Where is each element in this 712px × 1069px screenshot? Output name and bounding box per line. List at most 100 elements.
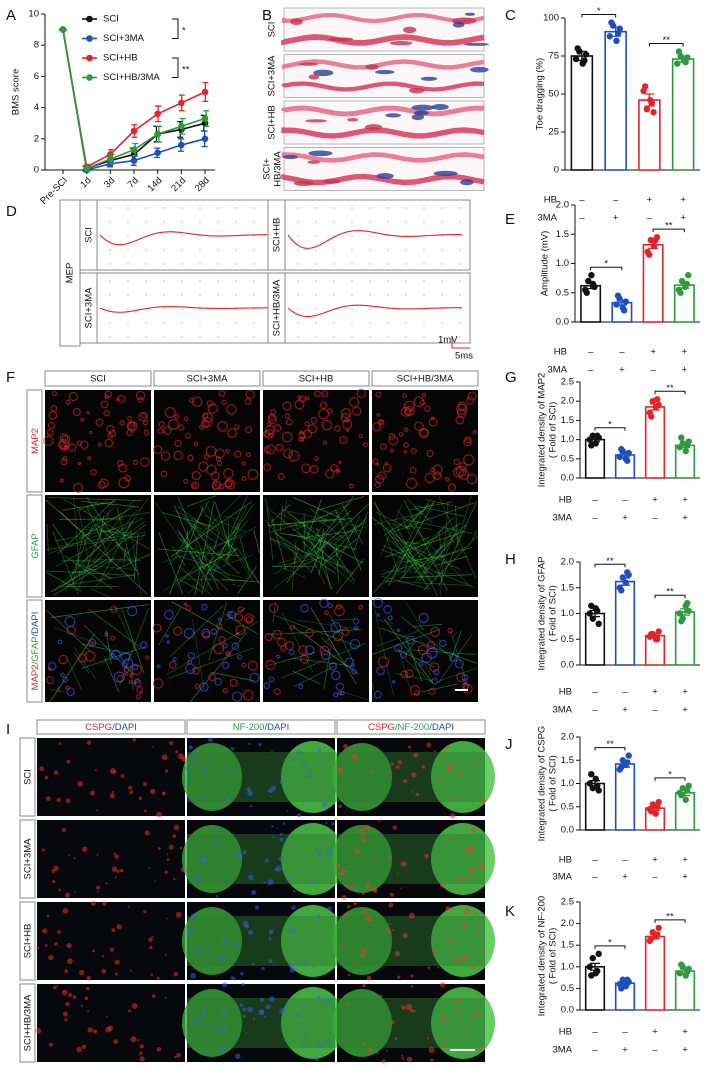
signal: [53, 865, 59, 871]
grid-dot: [163, 249, 165, 251]
footprint: [307, 160, 321, 164]
cell: [405, 477, 418, 489]
x-tick-label: 21d: [169, 175, 188, 194]
fiber: [192, 522, 221, 570]
y-axis-label: Integrated density of CSPG: [537, 726, 548, 842]
fiber: [308, 529, 361, 538]
fiber: [267, 518, 353, 526]
signal: [394, 951, 400, 957]
cell: [119, 420, 125, 426]
signal: [65, 798, 71, 803]
cell: [405, 635, 415, 645]
fiber: [383, 619, 433, 683]
grid-dot: [351, 235, 353, 237]
grid-dot: [333, 249, 335, 251]
signal: [438, 776, 442, 781]
fiber: [88, 609, 139, 647]
fiber: [372, 683, 375, 690]
signal: [116, 869, 120, 873]
grid-dot: [109, 207, 111, 209]
cell: [376, 613, 381, 617]
cell: [225, 448, 230, 454]
grid-dot: [369, 221, 371, 223]
signal: [347, 884, 354, 891]
tissue: [281, 823, 345, 895]
data-point: [614, 30, 622, 37]
fiber: [179, 538, 230, 577]
signal: [116, 923, 122, 930]
signal: [267, 879, 274, 886]
cell: [117, 460, 124, 467]
tissue: [182, 907, 242, 975]
cell: [142, 419, 149, 426]
signal: [45, 796, 51, 801]
fiber: [400, 574, 472, 579]
grid-dot: [315, 308, 317, 310]
grid-dot: [423, 207, 425, 209]
fiber: [190, 524, 218, 544]
cell: [396, 628, 401, 633]
signal: [245, 1032, 248, 1035]
grid-dot: [217, 263, 219, 265]
signal: [201, 1010, 207, 1017]
grid-dot: [405, 207, 407, 209]
cell: [349, 638, 361, 650]
fiber: [45, 534, 146, 551]
grid-dot: [109, 294, 111, 296]
fiber: [269, 629, 360, 635]
signal: [426, 1037, 430, 1040]
signal: [111, 790, 114, 794]
bar: [604, 30, 627, 171]
data-point: [154, 130, 161, 138]
condition-sign: +: [682, 1045, 688, 1056]
cell: [376, 413, 381, 417]
signal: [42, 928, 48, 934]
cell: [454, 659, 464, 669]
signal: [164, 996, 167, 999]
signal: [470, 1015, 475, 1020]
footprint-trail: [281, 13, 485, 24]
tissue: [431, 741, 495, 813]
error-bar: [585, 282, 596, 290]
fiber: [46, 570, 135, 576]
signal: [119, 868, 124, 873]
grid-dot: [369, 336, 371, 338]
fiber: [292, 503, 351, 532]
fiber: [273, 564, 304, 589]
cell: [173, 450, 184, 461]
grid-dot: [235, 221, 237, 223]
cell: [373, 597, 384, 609]
signal: [478, 1046, 483, 1051]
grid-dot: [315, 336, 317, 338]
error-bar: [620, 452, 630, 458]
bar: [642, 243, 664, 323]
error-bar: [650, 633, 660, 638]
cell: [319, 401, 328, 410]
signal: [62, 907, 69, 914]
grid-dot: [109, 308, 111, 310]
error-bar: [648, 240, 659, 249]
cell: [173, 413, 180, 420]
cell: [245, 616, 253, 623]
cell: [137, 396, 144, 403]
signal: [397, 873, 399, 875]
signal: [270, 750, 273, 753]
y-tick-label: 2.5: [561, 897, 574, 908]
cell: [282, 401, 292, 411]
data-point: [676, 970, 683, 977]
cell: [106, 424, 115, 434]
signal: [267, 884, 270, 887]
significance-label: *: [182, 25, 186, 36]
fiber: [214, 502, 231, 550]
cell: [263, 463, 272, 472]
signal: [316, 748, 322, 753]
signal: [341, 1039, 344, 1042]
fiber: [381, 549, 474, 588]
cell: [73, 482, 84, 493]
signal: [263, 881, 266, 884]
fiber: [84, 529, 136, 534]
fiber: [178, 555, 213, 567]
signal: [143, 782, 148, 787]
column-header-box: [186, 719, 336, 735]
signal: [342, 743, 348, 749]
